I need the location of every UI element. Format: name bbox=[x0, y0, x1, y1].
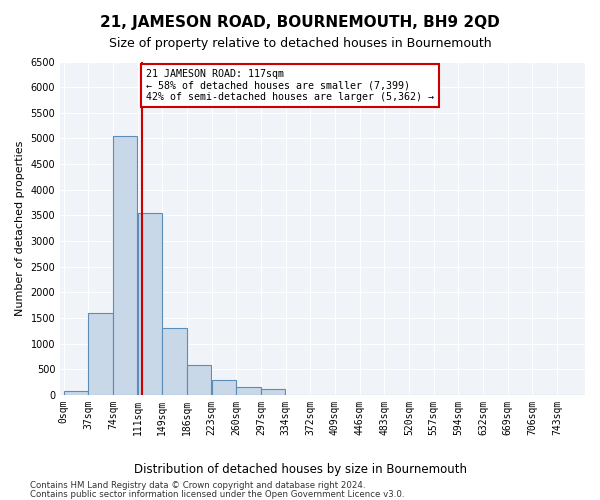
Text: Size of property relative to detached houses in Bournemouth: Size of property relative to detached ho… bbox=[109, 38, 491, 51]
Bar bbox=[236, 386, 260, 395]
Bar bbox=[113, 136, 137, 395]
Text: Contains HM Land Registry data © Crown copyright and database right 2024.: Contains HM Land Registry data © Crown c… bbox=[30, 481, 365, 490]
Bar bbox=[261, 389, 286, 395]
Bar bbox=[64, 391, 88, 395]
Y-axis label: Number of detached properties: Number of detached properties bbox=[15, 140, 25, 316]
Text: 21, JAMESON ROAD, BOURNEMOUTH, BH9 2QD: 21, JAMESON ROAD, BOURNEMOUTH, BH9 2QD bbox=[100, 15, 500, 30]
Bar bbox=[212, 380, 236, 395]
Bar bbox=[187, 365, 211, 395]
Bar bbox=[138, 213, 162, 395]
Bar bbox=[88, 313, 113, 395]
Text: Contains public sector information licensed under the Open Government Licence v3: Contains public sector information licen… bbox=[30, 490, 404, 499]
Text: 21 JAMESON ROAD: 117sqm
← 58% of detached houses are smaller (7,399)
42% of semi: 21 JAMESON ROAD: 117sqm ← 58% of detache… bbox=[146, 69, 434, 102]
Bar bbox=[163, 328, 187, 395]
Text: Distribution of detached houses by size in Bournemouth: Distribution of detached houses by size … bbox=[133, 462, 467, 475]
